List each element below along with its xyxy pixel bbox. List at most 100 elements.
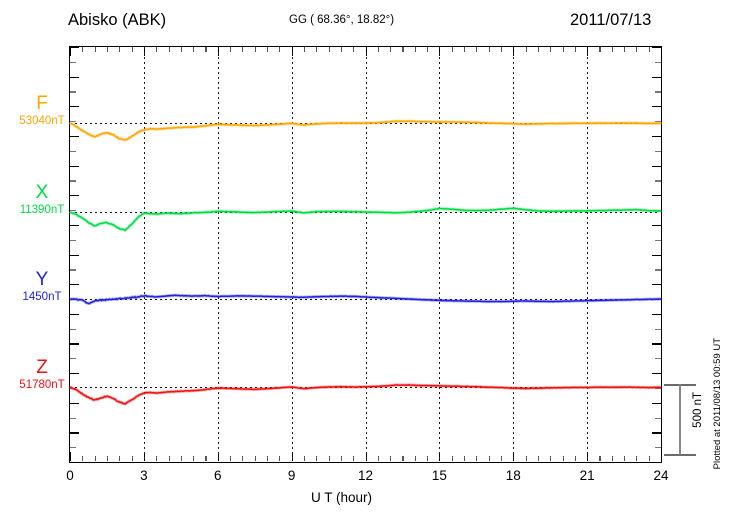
x-tick <box>464 456 466 461</box>
x-tick <box>106 456 109 461</box>
x-tick <box>70 47 72 56</box>
x-tick <box>279 47 281 52</box>
trace-Z <box>69 384 662 405</box>
y-tick <box>652 313 661 315</box>
x-tick <box>377 456 379 461</box>
x-tick <box>525 456 527 461</box>
gridline-9h <box>291 47 293 461</box>
x-tick <box>611 456 613 461</box>
x-tick <box>476 47 478 52</box>
y-tick <box>652 47 661 49</box>
x-tick <box>254 456 256 461</box>
y-tick <box>652 224 661 227</box>
y-tick <box>652 432 661 434</box>
x-tick <box>599 456 601 461</box>
x-tick <box>550 47 552 52</box>
gridline-21h <box>587 47 589 461</box>
x-tick <box>636 47 638 52</box>
x-tick <box>180 456 182 461</box>
x-tick <box>328 456 330 461</box>
component-value-Y: 1450nT <box>22 291 62 303</box>
x-tick <box>390 47 392 52</box>
x-tick-label-15: 15 <box>431 468 447 483</box>
y-tick <box>70 402 79 404</box>
observation-date: 2011/07/13 <box>570 11 652 29</box>
x-tick <box>599 47 601 52</box>
gridline-18h <box>513 47 515 461</box>
x-tick <box>451 456 453 461</box>
x-tick <box>193 456 195 461</box>
x-tick <box>156 47 158 52</box>
y-tick <box>652 254 661 256</box>
y-tick <box>70 195 79 197</box>
x-tick <box>550 456 552 461</box>
y-tick <box>70 313 79 315</box>
y-tick <box>655 61 661 63</box>
x-tick <box>316 456 318 461</box>
scale-bar <box>679 384 681 455</box>
x-tick <box>464 47 466 52</box>
y-tick <box>655 269 661 271</box>
y-axis-right <box>660 46 662 463</box>
x-tick <box>353 47 355 52</box>
x-tick <box>414 47 416 52</box>
y-tick <box>70 462 79 464</box>
x-tick <box>500 47 503 52</box>
x-tick <box>267 456 269 461</box>
x-axis-top <box>69 46 662 48</box>
x-tick <box>500 456 503 461</box>
trace-X <box>69 207 662 232</box>
x-tick <box>119 456 121 461</box>
x-tick <box>624 47 626 52</box>
component-value-F: 53040nT <box>19 115 65 127</box>
y-axis-left <box>69 46 71 463</box>
y-tick <box>655 328 661 330</box>
x-tick <box>168 47 170 52</box>
y-tick <box>655 387 661 390</box>
x-tick <box>414 456 416 461</box>
y-tick <box>652 402 661 404</box>
x-tick <box>525 47 527 52</box>
component-symbol-Y: Y <box>35 269 49 290</box>
x-tick-label-12: 12 <box>357 468 374 483</box>
x-tick-label-3: 3 <box>140 468 148 483</box>
y-tick <box>70 76 79 78</box>
y-tick <box>70 135 79 138</box>
gridline-12h <box>365 47 367 461</box>
scale-bar-label: 500 nT <box>692 392 704 428</box>
x-tick <box>636 456 638 461</box>
x-tick <box>279 456 281 461</box>
y-tick <box>655 239 661 241</box>
x-tick <box>70 452 72 461</box>
x-tick <box>205 456 207 461</box>
x-tick <box>303 47 306 52</box>
x-tick <box>131 456 133 461</box>
x-tick <box>94 47 96 52</box>
trace-Y <box>69 294 662 305</box>
y-tick <box>652 343 661 345</box>
x-tick <box>353 456 355 461</box>
y-tick <box>70 224 79 227</box>
y-tick <box>655 150 661 152</box>
plot-area <box>69 46 663 464</box>
y-tick <box>70 106 79 108</box>
x-tick <box>328 47 330 52</box>
x-tick <box>242 47 244 52</box>
y-tick <box>652 462 661 464</box>
y-tick <box>70 284 79 286</box>
gridline-6h <box>217 47 219 461</box>
x-tick <box>390 456 392 461</box>
x-tick <box>340 456 342 461</box>
x-axis-title: U T (hour) <box>311 490 373 505</box>
y-tick <box>70 61 76 63</box>
x-tick <box>537 47 539 52</box>
x-tick-label-0: 0 <box>66 468 74 483</box>
y-tick <box>652 165 661 167</box>
x-tick-label-6: 6 <box>213 468 222 483</box>
y-tick <box>70 210 76 212</box>
y-tick <box>70 165 79 167</box>
geographic-coordinates: GG ( 68.36°, 18.82°) <box>289 14 395 26</box>
x-tick <box>119 47 121 52</box>
y-tick <box>70 254 79 256</box>
x-tick <box>106 47 109 52</box>
